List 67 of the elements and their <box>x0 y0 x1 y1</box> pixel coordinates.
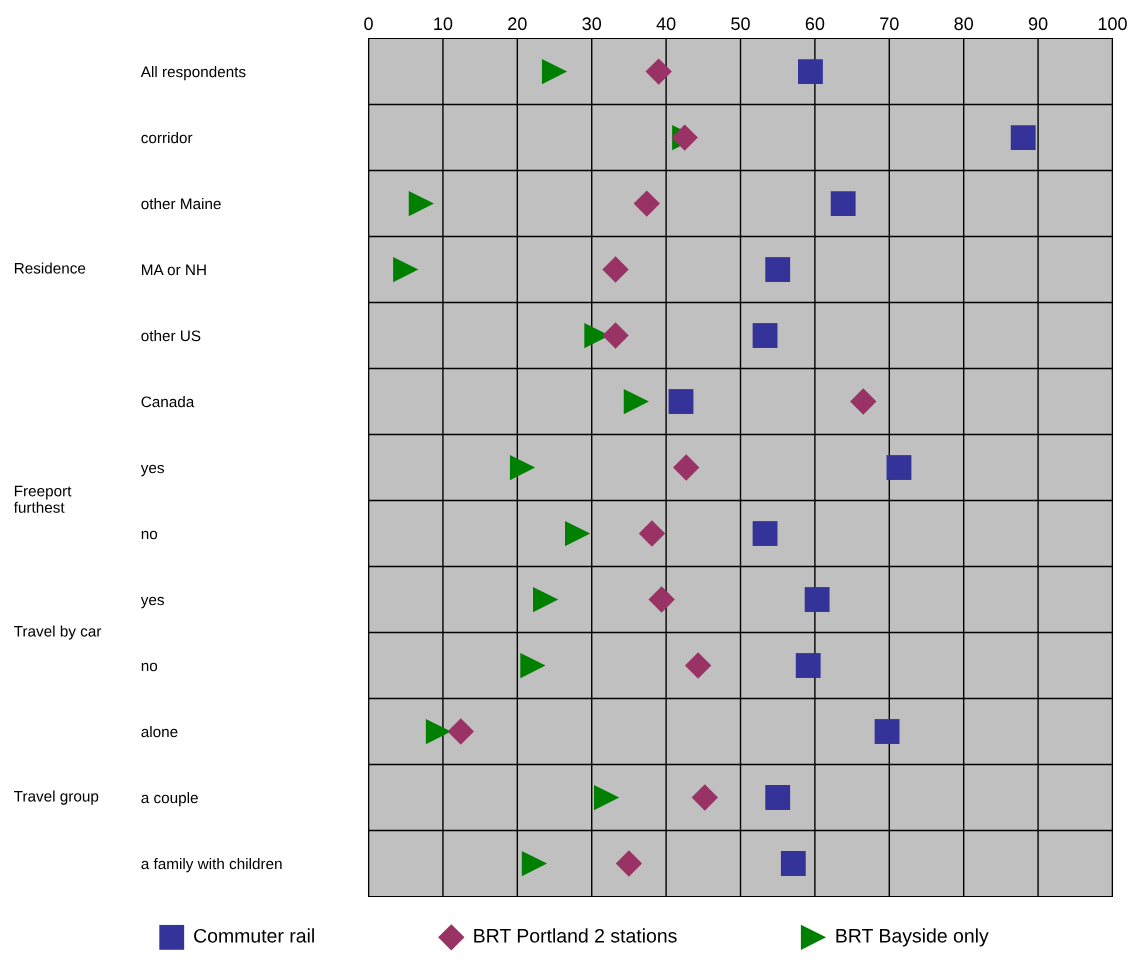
x-tick-label: 20 <box>508 17 527 31</box>
point <box>850 388 877 415</box>
point <box>798 59 823 84</box>
point <box>673 454 700 481</box>
y-tick-label: a family with children <box>141 857 282 873</box>
point <box>509 454 536 481</box>
point <box>780 851 806 876</box>
y-tick-label: MA or NH <box>142 264 206 276</box>
x-tick-label: 100 <box>1098 17 1127 31</box>
point <box>393 256 419 283</box>
y-tick-label: alone <box>141 725 178 738</box>
point <box>804 587 830 612</box>
point <box>425 718 452 745</box>
point <box>564 520 591 547</box>
point <box>648 586 675 613</box>
point <box>886 455 912 480</box>
legend-label: BRT Portland 2 stations <box>474 928 677 943</box>
text: Residence <box>14 262 86 274</box>
point <box>532 586 559 613</box>
y-tick-label: other US <box>141 330 201 342</box>
point <box>684 652 712 679</box>
point <box>668 389 694 414</box>
text: Travel group <box>14 790 99 805</box>
x-tick-label: 0 <box>364 17 373 31</box>
point <box>447 718 474 745</box>
point <box>593 784 620 811</box>
legend-label: Commuter rail <box>194 928 314 943</box>
point <box>765 257 791 282</box>
x-tick-label: 30 <box>582 17 602 31</box>
y-tick-label: All respondents <box>140 66 246 81</box>
point <box>521 850 548 877</box>
y-tick-label: other Maine <box>141 198 221 210</box>
point <box>623 388 649 415</box>
point <box>830 191 856 216</box>
text: Freeport furthest <box>13 485 72 513</box>
point <box>645 58 672 85</box>
point <box>638 520 666 547</box>
y-tick-label: no <box>141 662 158 672</box>
point <box>795 653 821 678</box>
point <box>615 850 643 877</box>
x-tick-label: 80 <box>954 17 974 31</box>
x-tick-label: 90 <box>1028 17 1048 31</box>
point <box>602 256 629 283</box>
point <box>541 58 568 85</box>
x-tick-label: 40 <box>656 17 676 31</box>
y-tick-label: corridor <box>141 132 193 144</box>
x-tick-label: 50 <box>731 17 750 31</box>
y-tick-label: Canada <box>141 396 195 408</box>
point <box>691 784 718 811</box>
text: Travel by car <box>14 625 102 640</box>
y-tick-label: no <box>141 530 158 540</box>
point <box>408 190 434 217</box>
legend-label: BRT Bayside only <box>836 928 989 947</box>
y-tick-label: yes <box>140 464 164 477</box>
point <box>633 190 660 217</box>
point <box>874 719 900 744</box>
point <box>752 521 778 546</box>
x-tick-label: 60 <box>805 17 825 31</box>
y-tick-label: a couple <box>141 791 198 807</box>
point <box>520 652 546 679</box>
point <box>765 785 791 810</box>
point <box>752 323 778 348</box>
y-tick-label: yes <box>140 596 164 609</box>
point <box>1010 125 1036 150</box>
x-tick-label: 70 <box>880 17 899 31</box>
point <box>602 322 629 349</box>
x-tick-label: 10 <box>434 17 453 31</box>
